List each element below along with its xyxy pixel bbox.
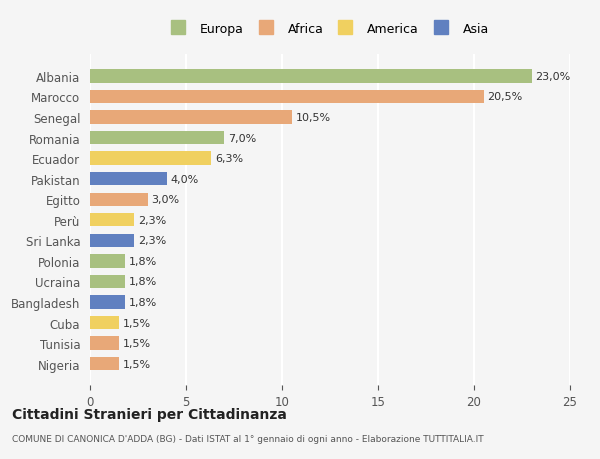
Text: Cittadini Stranieri per Cittadinanza: Cittadini Stranieri per Cittadinanza xyxy=(12,407,287,421)
Text: 1,8%: 1,8% xyxy=(128,297,157,308)
Bar xyxy=(90,234,134,247)
Bar xyxy=(90,316,119,330)
Bar xyxy=(90,111,292,124)
Text: COMUNE DI CANONICA D'ADDA (BG) - Dati ISTAT al 1° gennaio di ogni anno - Elabora: COMUNE DI CANONICA D'ADDA (BG) - Dati IS… xyxy=(12,434,484,442)
Text: 1,5%: 1,5% xyxy=(122,359,151,369)
Text: 1,5%: 1,5% xyxy=(122,318,151,328)
Text: 4,0%: 4,0% xyxy=(170,174,199,185)
Bar xyxy=(90,152,211,165)
Legend: Europa, Africa, America, Asia: Europa, Africa, America, Asia xyxy=(167,18,493,39)
Bar xyxy=(90,193,148,207)
Bar xyxy=(90,296,125,309)
Text: 20,5%: 20,5% xyxy=(487,92,523,102)
Text: 1,8%: 1,8% xyxy=(128,256,157,266)
Text: 6,3%: 6,3% xyxy=(215,154,243,164)
Text: 3,0%: 3,0% xyxy=(151,195,179,205)
Bar xyxy=(90,275,125,289)
Text: 10,5%: 10,5% xyxy=(295,113,331,123)
Bar xyxy=(90,132,224,145)
Bar xyxy=(90,255,125,268)
Text: 7,0%: 7,0% xyxy=(228,133,256,143)
Bar xyxy=(90,213,134,227)
Text: 1,5%: 1,5% xyxy=(122,338,151,348)
Bar xyxy=(90,357,119,370)
Bar xyxy=(90,70,532,84)
Text: 2,3%: 2,3% xyxy=(138,215,166,225)
Text: 23,0%: 23,0% xyxy=(535,72,571,82)
Bar xyxy=(90,90,484,104)
Bar xyxy=(90,337,119,350)
Text: 2,3%: 2,3% xyxy=(138,236,166,246)
Bar xyxy=(90,173,167,186)
Text: 1,8%: 1,8% xyxy=(128,277,157,287)
